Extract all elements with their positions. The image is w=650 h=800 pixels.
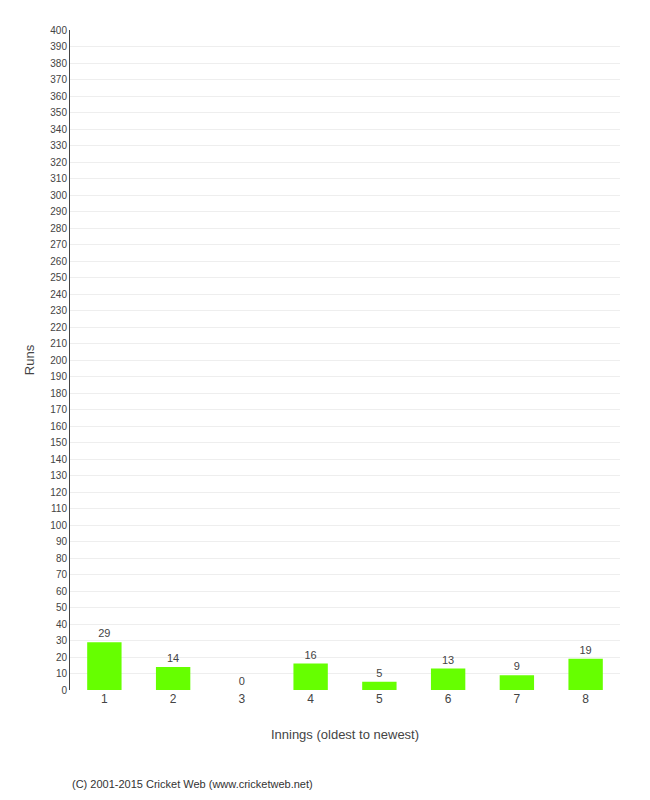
svg-text:260: 260 xyxy=(50,256,67,267)
svg-text:150: 150 xyxy=(50,437,67,448)
svg-text:Innings (oldest to newest): Innings (oldest to newest) xyxy=(271,727,419,742)
svg-text:110: 110 xyxy=(51,503,67,514)
svg-text:340: 340 xyxy=(50,124,67,135)
svg-text:280: 280 xyxy=(50,223,67,234)
svg-text:120: 120 xyxy=(50,487,67,498)
svg-text:240: 240 xyxy=(50,289,67,300)
svg-text:8: 8 xyxy=(582,692,589,706)
svg-text:310: 310 xyxy=(50,173,67,184)
svg-text:7: 7 xyxy=(514,692,521,706)
svg-text:Runs: Runs xyxy=(22,344,37,375)
svg-text:170: 170 xyxy=(50,404,67,415)
svg-text:50: 50 xyxy=(56,602,68,613)
svg-text:100: 100 xyxy=(50,520,67,531)
svg-text:300: 300 xyxy=(50,190,67,201)
svg-text:2: 2 xyxy=(170,692,177,706)
svg-text:9: 9 xyxy=(514,660,520,672)
svg-text:6: 6 xyxy=(445,692,452,706)
svg-text:0: 0 xyxy=(239,675,245,687)
svg-text:0: 0 xyxy=(61,685,67,696)
svg-text:20: 20 xyxy=(56,652,68,663)
svg-text:5: 5 xyxy=(376,667,382,679)
svg-text:60: 60 xyxy=(56,586,68,597)
svg-text:210: 210 xyxy=(50,338,67,349)
svg-text:5: 5 xyxy=(376,692,383,706)
svg-text:30: 30 xyxy=(56,635,68,646)
svg-text:29: 29 xyxy=(98,627,110,639)
svg-text:250: 250 xyxy=(50,272,67,283)
svg-text:200: 200 xyxy=(50,355,67,366)
svg-text:370: 370 xyxy=(50,74,67,85)
svg-text:360: 360 xyxy=(50,91,67,102)
svg-text:3: 3 xyxy=(239,692,246,706)
svg-text:16: 16 xyxy=(305,649,317,661)
svg-text:1: 1 xyxy=(101,692,108,706)
svg-text:380: 380 xyxy=(50,58,67,69)
svg-text:70: 70 xyxy=(56,569,68,580)
svg-text:160: 160 xyxy=(50,421,67,432)
svg-text:90: 90 xyxy=(56,536,68,547)
svg-text:190: 190 xyxy=(50,371,67,382)
svg-text:390: 390 xyxy=(50,41,67,52)
svg-text:330: 330 xyxy=(50,140,67,151)
svg-text:350: 350 xyxy=(50,107,67,118)
svg-text:230: 230 xyxy=(50,305,67,316)
svg-text:130: 130 xyxy=(50,470,67,481)
svg-text:220: 220 xyxy=(50,322,67,333)
svg-text:10: 10 xyxy=(56,668,68,679)
svg-text:19: 19 xyxy=(580,644,592,656)
svg-text:(C) 2001-2015 Cricket Web (www: (C) 2001-2015 Cricket Web (www.cricketwe… xyxy=(72,778,313,790)
svg-text:13: 13 xyxy=(442,654,454,666)
svg-text:14: 14 xyxy=(167,652,179,664)
svg-text:400: 400 xyxy=(50,25,67,36)
svg-text:270: 270 xyxy=(50,239,67,250)
svg-text:4: 4 xyxy=(307,692,314,706)
svg-text:290: 290 xyxy=(50,206,67,217)
svg-text:180: 180 xyxy=(50,388,67,399)
svg-text:320: 320 xyxy=(50,157,67,168)
svg-text:80: 80 xyxy=(56,553,68,564)
svg-text:40: 40 xyxy=(56,619,68,630)
svg-text:140: 140 xyxy=(50,454,67,465)
